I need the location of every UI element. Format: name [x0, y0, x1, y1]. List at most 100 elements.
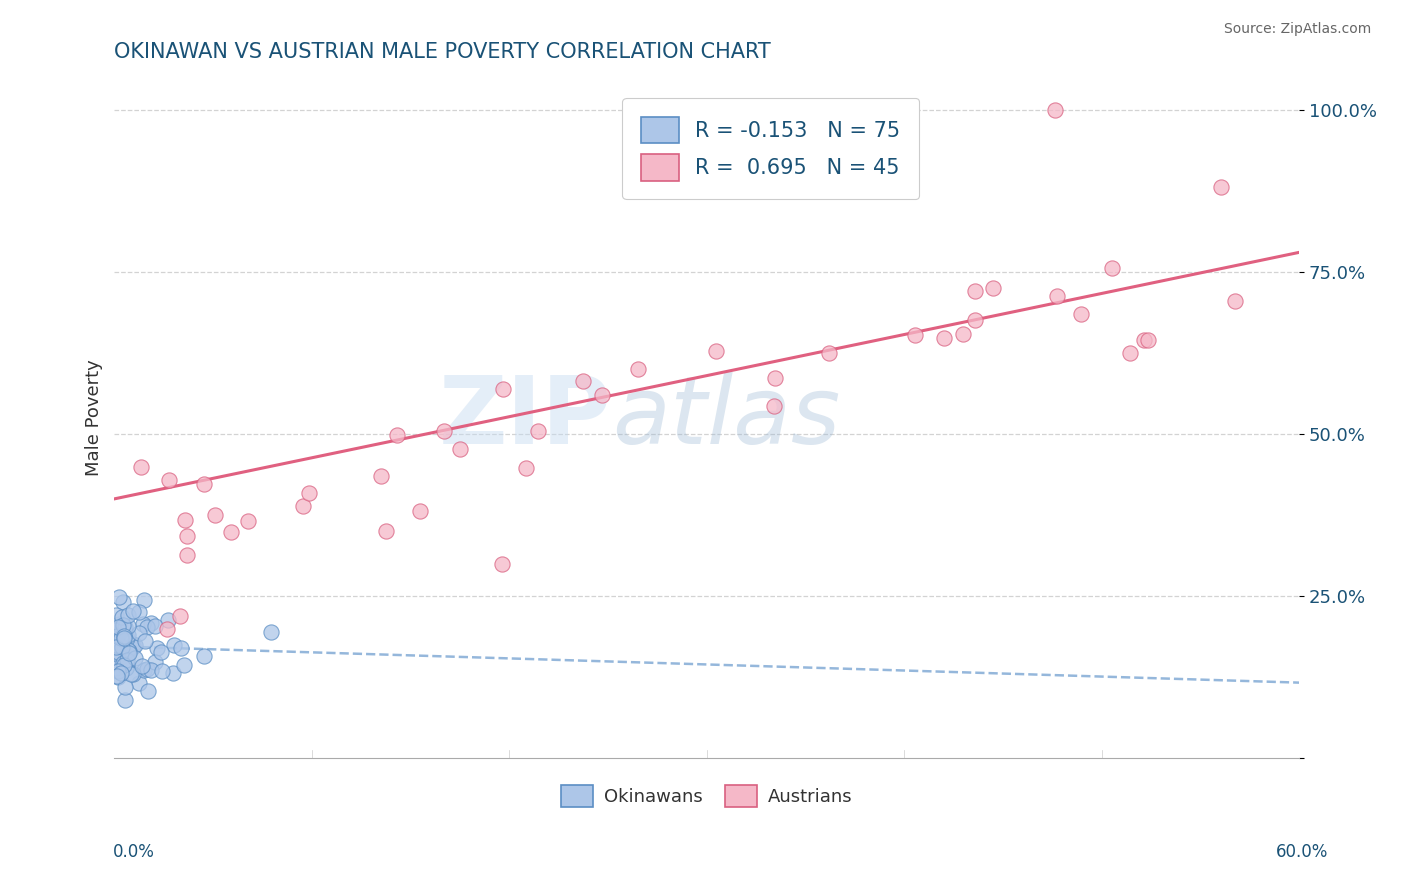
Point: [122, 640, 145, 654]
Point: [141, 615, 163, 630]
Point: [110, 666, 132, 681]
Point: [375, 524, 398, 539]
Point: [122, 604, 145, 618]
Point: [110, 650, 132, 665]
Point: [114, 681, 136, 695]
Legend: Okinawans, Austrians: Okinawans, Austrians: [554, 778, 860, 814]
Point: [136, 684, 159, 698]
Point: [1211, 180, 1233, 194]
Point: [169, 608, 191, 623]
Point: [952, 327, 974, 342]
Point: [128, 605, 150, 619]
Text: ZIP: ZIP: [439, 372, 612, 464]
Text: Source: ZipAtlas.com: Source: ZipAtlas.com: [1223, 22, 1371, 37]
Point: [1045, 289, 1067, 303]
Point: [112, 618, 135, 632]
Point: [763, 371, 786, 385]
Point: [292, 499, 315, 513]
Point: [107, 645, 129, 659]
Point: [591, 388, 613, 402]
Point: [150, 664, 173, 678]
Point: [1136, 333, 1159, 347]
Point: [114, 692, 136, 706]
Point: [117, 607, 139, 622]
Point: [117, 631, 139, 645]
Point: [117, 642, 139, 657]
Point: [105, 669, 128, 683]
Point: [132, 592, 155, 607]
Point: [193, 476, 215, 491]
Point: [572, 374, 595, 388]
Point: [156, 613, 179, 627]
Point: [134, 663, 156, 677]
Point: [149, 645, 172, 659]
Point: [112, 629, 135, 643]
Point: [176, 529, 198, 543]
Point: [817, 346, 839, 360]
Point: [107, 620, 129, 634]
Point: [157, 473, 180, 487]
Point: [112, 643, 135, 657]
Point: [163, 638, 186, 652]
Point: [1133, 333, 1156, 347]
Point: [176, 548, 198, 562]
Point: [118, 646, 141, 660]
Point: [134, 634, 156, 648]
Point: [105, 661, 128, 675]
Point: [105, 632, 128, 647]
Point: [105, 653, 128, 667]
Point: [981, 280, 1004, 294]
Point: [627, 362, 650, 376]
Point: [236, 514, 259, 528]
Point: [136, 662, 159, 676]
Point: [136, 620, 159, 634]
Text: 60.0%: 60.0%: [1277, 843, 1329, 861]
Point: [112, 631, 135, 645]
Point: [122, 667, 145, 681]
Point: [105, 638, 128, 652]
Point: [219, 525, 242, 540]
Point: [114, 620, 136, 634]
Point: [112, 656, 135, 670]
Point: [132, 616, 155, 631]
Point: [385, 428, 408, 442]
Point: [409, 504, 432, 518]
Point: [170, 641, 193, 656]
Point: [1119, 345, 1142, 359]
Point: [904, 327, 927, 342]
Point: [298, 485, 321, 500]
Point: [162, 665, 184, 680]
Point: [204, 508, 226, 523]
Point: [117, 628, 139, 642]
Point: [932, 331, 955, 345]
Point: [449, 442, 471, 456]
Point: [139, 664, 162, 678]
Point: [370, 469, 392, 483]
Point: [105, 639, 128, 653]
Text: OKINAWAN VS AUSTRIAN MALE POVERTY CORRELATION CHART: OKINAWAN VS AUSTRIAN MALE POVERTY CORREL…: [114, 42, 770, 62]
Point: [115, 658, 138, 673]
Point: [107, 670, 129, 684]
Point: [111, 618, 134, 632]
Point: [117, 619, 139, 633]
Point: [491, 557, 513, 571]
Point: [107, 591, 129, 605]
Point: [111, 595, 134, 609]
Point: [145, 655, 167, 669]
Point: [118, 644, 141, 658]
Point: [107, 664, 129, 678]
Y-axis label: Male Poverty: Male Poverty: [86, 359, 103, 476]
Point: [260, 625, 283, 640]
Point: [704, 343, 727, 358]
Point: [131, 659, 153, 673]
Point: [146, 641, 169, 656]
Point: [173, 657, 195, 672]
Point: [515, 461, 537, 475]
Point: [128, 676, 150, 690]
Point: [111, 624, 134, 638]
Point: [1223, 294, 1246, 309]
Point: [763, 399, 786, 413]
Point: [174, 513, 197, 527]
Point: [115, 661, 138, 675]
Point: [1070, 308, 1092, 322]
